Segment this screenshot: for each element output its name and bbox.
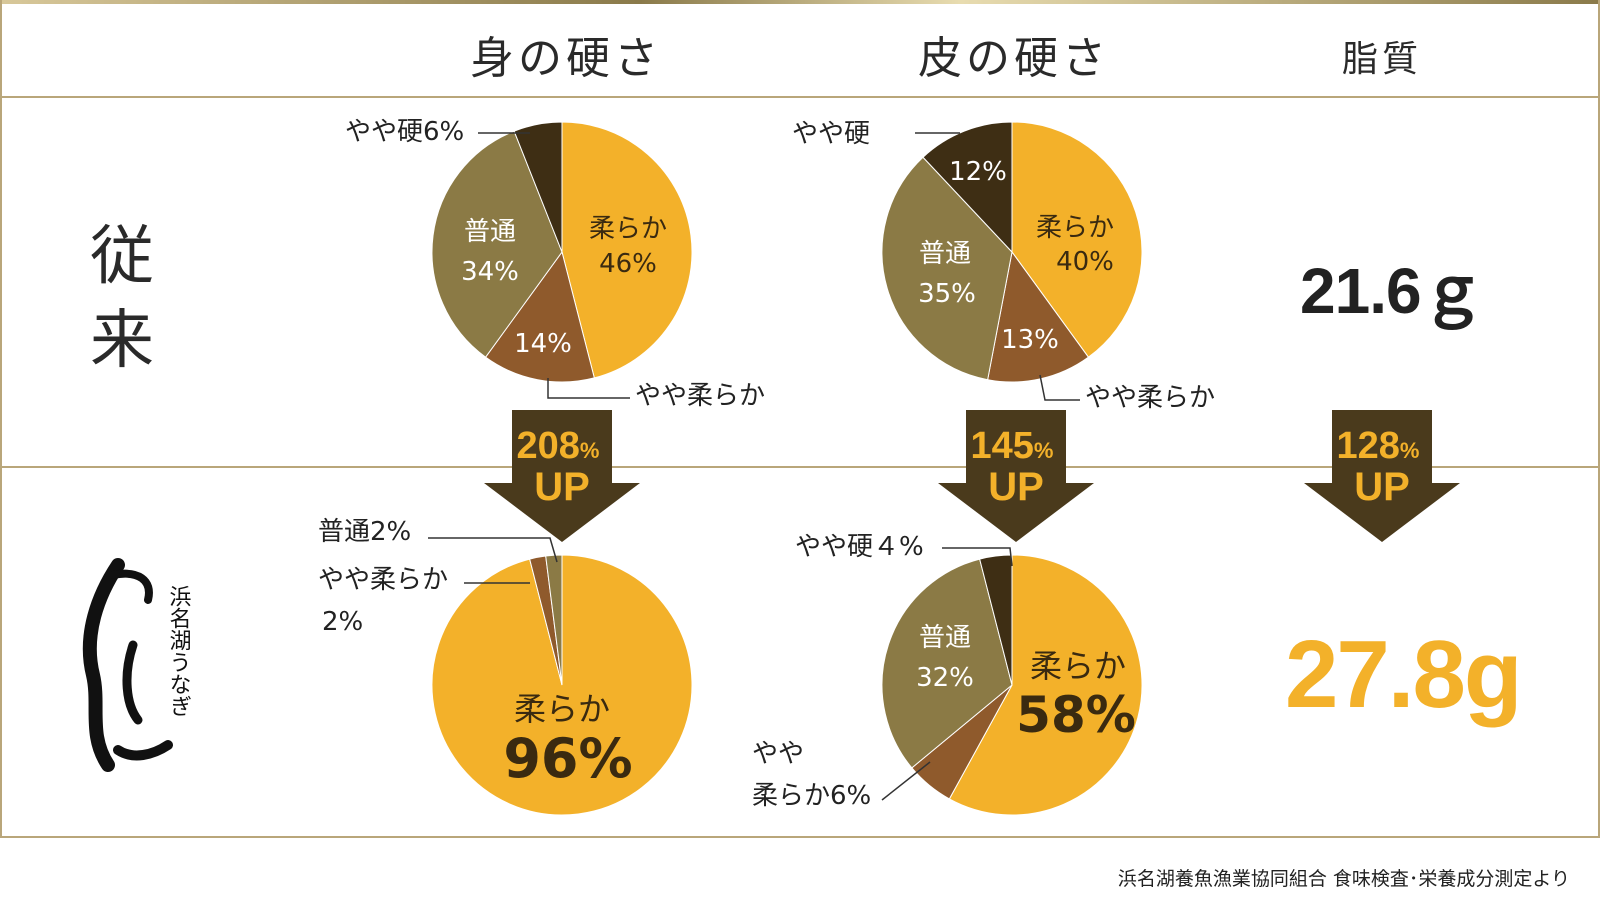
header-fat: 脂質: [1342, 39, 1423, 80]
p4-soft-pct: 58%: [1016, 686, 1136, 744]
right-border: [1598, 0, 1600, 838]
p1-slightly-soft-label: やや柔らか: [635, 381, 765, 411]
p2-slightly-hard-label: やや硬: [792, 119, 870, 149]
header-skin: 皮の硬さ: [918, 33, 1110, 84]
up-arrow-1-value: 208%: [517, 425, 600, 467]
up-arrow-1-up: UP: [534, 465, 590, 509]
p1-soft-pct: 46%: [599, 249, 657, 279]
leader-lines: [428, 132, 1080, 801]
pie1-slice-1: [484, 250, 595, 383]
p4-normal-label: 普通: [919, 623, 971, 653]
fat-new-value: 27.8g: [1285, 621, 1522, 728]
p1-slightly-soft-pct: 14%: [514, 329, 572, 359]
p2-soft-label: 柔らか: [1036, 213, 1114, 243]
p4-slightly-soft-label-2: 柔らか6%: [752, 781, 871, 811]
fat-old-value: 21.6ｇ: [1300, 255, 1485, 327]
p3-soft-label: 柔らか: [514, 690, 610, 728]
p4-slightly-hard-label: やや硬４%: [795, 532, 924, 562]
pie4-slice-2: [881, 558, 1013, 769]
row-label-old: 従来: [90, 220, 154, 378]
pie1-slice-3: [513, 121, 563, 253]
p1-normal-label: 普通: [464, 217, 516, 247]
row-divider: [0, 466, 1600, 468]
pie3-slice-2: [545, 554, 563, 686]
pie2-slice-0: [1011, 121, 1143, 358]
bottom-divider: [0, 836, 1600, 838]
p4-soft-label: 柔らか: [1030, 647, 1126, 685]
p2-slightly-soft-pct: 13%: [1001, 325, 1059, 355]
source-note: 浜名湖養魚漁業協同組合 食味検査･栄養成分測定より: [1117, 868, 1570, 890]
pie1-slice-0: [561, 121, 693, 379]
p3-normal-label: 普通2%: [318, 517, 411, 547]
hamanako-unagi-logo: 浜名湖うなぎ: [82, 558, 192, 772]
p2-soft-pct: 40%: [1056, 247, 1114, 277]
left-border: [0, 0, 2, 838]
up-arrow-2: [938, 410, 1094, 542]
pie2-slice-2: [881, 156, 1013, 381]
up-arrow-3-up: UP: [1354, 465, 1410, 509]
p3-slightly-soft-label: やや柔らか: [318, 565, 448, 595]
p1-normal-pct: 34%: [461, 257, 519, 287]
p1-soft-label: 柔らか: [589, 214, 667, 244]
header-divider: [0, 96, 1600, 98]
up-arrow-3: [1304, 410, 1460, 542]
top-border: [0, 0, 1600, 4]
up-arrow-1: [484, 410, 640, 542]
up-arrow-2-up: UP: [988, 465, 1044, 509]
pie2-slice-3: [922, 121, 1013, 254]
p1-slightly-hard-label: やや硬6%: [345, 117, 464, 147]
pie1-slice-2: [431, 130, 563, 358]
pie4-slice-0: [948, 554, 1143, 816]
p2-slightly-hard-pct: 12%: [949, 157, 1007, 187]
p4-normal-pct: 32%: [916, 663, 974, 693]
p2-normal-label: 普通: [919, 239, 971, 269]
p3-soft-pct: 96%: [503, 727, 632, 790]
logo-text: 浜名湖うなぎ: [166, 585, 192, 717]
pie4-slice-3: [979, 554, 1013, 686]
p2-normal-pct: 35%: [918, 279, 976, 309]
p3-slightly-soft-pct: 2%: [322, 607, 363, 637]
header-meat: 身の硬さ: [470, 33, 662, 84]
p4-slightly-soft-label-1: やや: [752, 739, 804, 769]
p2-slightly-soft-label: やや柔らか: [1085, 383, 1215, 413]
